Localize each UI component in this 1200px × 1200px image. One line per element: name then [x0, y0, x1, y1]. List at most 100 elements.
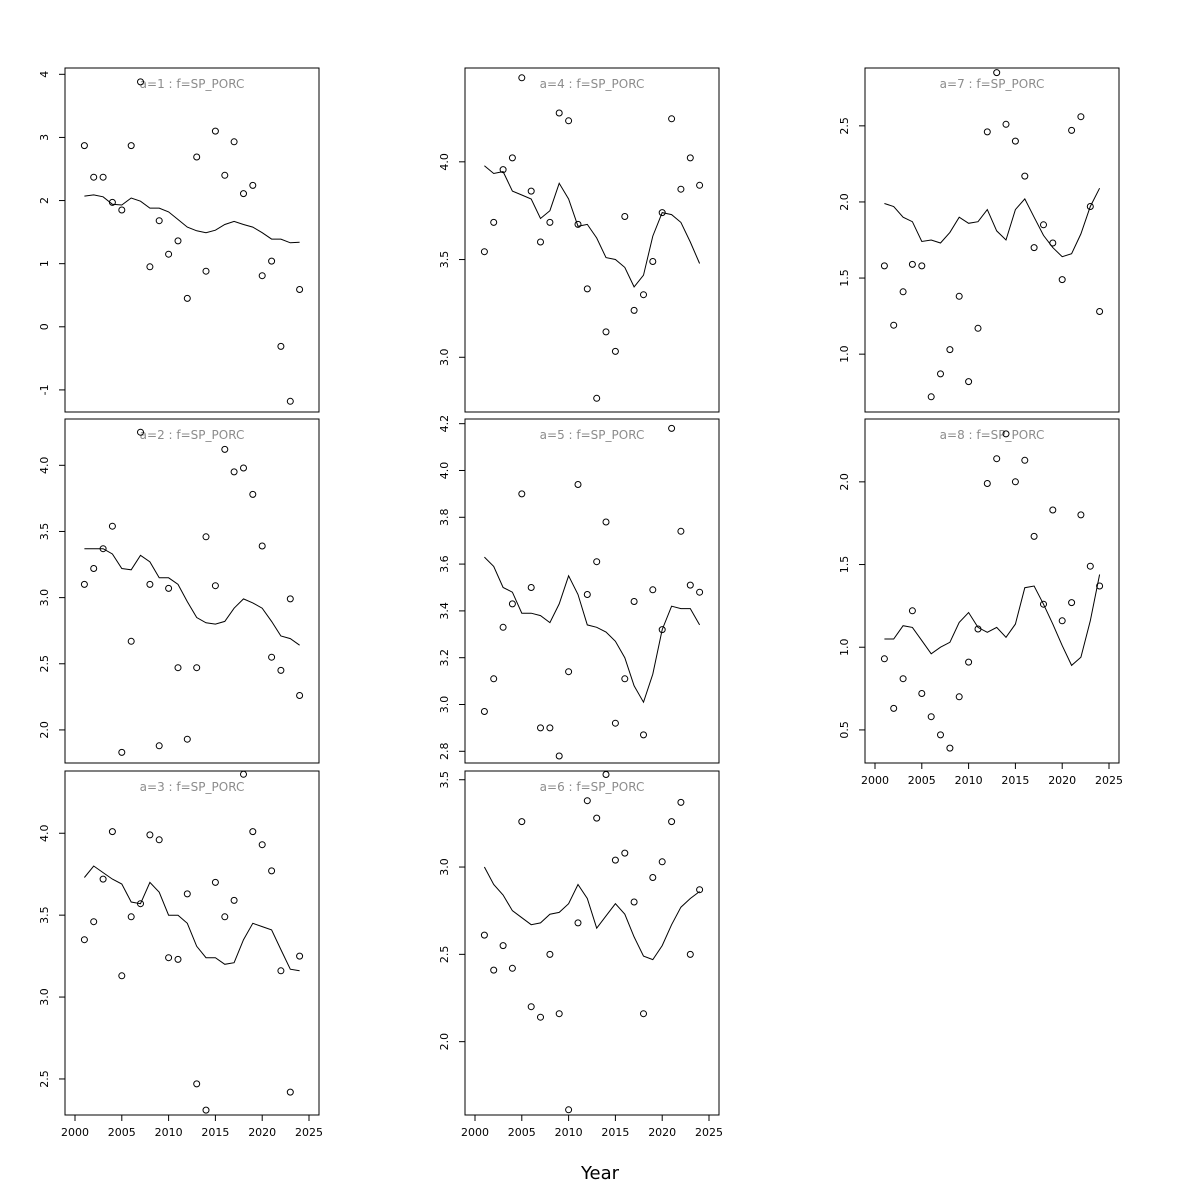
data-point — [268, 867, 276, 875]
data-point — [249, 181, 257, 189]
data-point — [1058, 617, 1066, 625]
x-tick-label: 2000 — [861, 774, 889, 787]
y-tick-label: 0.5 — [838, 721, 851, 739]
data-point — [211, 878, 219, 886]
data-point — [108, 522, 116, 530]
data-point — [90, 173, 98, 181]
data-point — [480, 248, 488, 256]
data-point — [490, 218, 498, 226]
data-point — [296, 286, 304, 293]
data-point — [193, 1080, 201, 1088]
data-point — [686, 950, 694, 958]
data-point — [1002, 430, 1010, 438]
data-point — [99, 545, 107, 553]
data-point — [258, 272, 266, 280]
data-point — [230, 138, 238, 146]
y-tick-label: 1.5 — [838, 556, 851, 574]
data-point — [268, 257, 276, 265]
y-tick-label: 2.0 — [38, 721, 51, 739]
y-tick-label: -1 — [38, 384, 51, 395]
x-tick-label: 2005 — [108, 1126, 136, 1139]
data-point — [621, 849, 629, 857]
data-point — [1002, 120, 1010, 128]
x-tick-label: 2000 — [461, 1126, 489, 1139]
data-point — [137, 428, 144, 436]
data-point — [99, 875, 107, 883]
fitted-line — [884, 187, 1101, 258]
fitted-line — [484, 556, 701, 704]
data-point — [574, 919, 582, 927]
data-point — [537, 1013, 544, 1021]
data-point — [480, 708, 488, 715]
data-point — [249, 828, 257, 836]
data-point — [937, 370, 944, 378]
data-point — [80, 936, 88, 944]
x-tick-label: 2020 — [1048, 774, 1076, 787]
data-point — [146, 580, 154, 588]
data-point — [640, 1010, 647, 1018]
y-tick-label: 3.6 — [438, 555, 451, 573]
data-point — [649, 874, 657, 881]
panel-frame — [64, 418, 320, 764]
data-point — [527, 1003, 535, 1011]
y-tick-label: 2 — [38, 197, 51, 204]
data-point — [696, 886, 704, 894]
data-point — [696, 588, 704, 596]
y-tick-label: 2.0 — [838, 473, 851, 491]
data-point — [221, 445, 229, 453]
data-point — [602, 518, 610, 526]
data-point — [174, 237, 182, 245]
y-tick-label: 3.4 — [438, 602, 451, 620]
data-point — [286, 1088, 294, 1096]
fitted-line — [483, 866, 700, 961]
data-point — [508, 154, 516, 162]
data-point — [240, 190, 247, 198]
data-point — [499, 166, 507, 174]
data-point — [137, 900, 144, 908]
data-point — [240, 770, 247, 778]
data-point — [99, 173, 107, 181]
data-point — [658, 626, 666, 634]
data-point — [593, 814, 601, 822]
data-point — [518, 490, 526, 498]
data-point — [677, 798, 685, 806]
y-tick-label: 3.0 — [38, 988, 51, 1006]
data-point — [1040, 221, 1047, 229]
x-axis-label: Year — [580, 1163, 620, 1184]
data-point — [630, 898, 638, 906]
data-point — [258, 542, 266, 550]
y-tick-label: 2.8 — [438, 743, 451, 761]
y-tick-label: 3.5 — [438, 771, 451, 789]
x-tick-label: 2015 — [601, 1126, 629, 1139]
data-point — [174, 955, 182, 963]
panel-title: a=8 : f=SP_PORC — [940, 428, 1045, 442]
panel-title: a=5 : f=SP_PORC — [540, 428, 645, 442]
panel-title: a=4 : f=SP_PORC — [540, 77, 645, 91]
data-point — [993, 455, 1001, 463]
data-point — [583, 591, 591, 598]
y-tick-label: 3.0 — [438, 696, 451, 714]
data-point — [108, 198, 116, 206]
data-point — [296, 692, 304, 699]
data-point — [649, 258, 657, 265]
data-point — [202, 1106, 210, 1114]
data-point — [268, 653, 276, 661]
data-point — [937, 731, 944, 739]
panels: a=1 : f=SP_PORC -1 0 1 2 3 4 a=2 : f=SP_PORC 2.0… — [38, 67, 1123, 1139]
data-point — [518, 74, 526, 82]
data-point — [546, 724, 554, 732]
fitted-line — [884, 574, 1101, 667]
data-point — [1021, 172, 1029, 180]
data-point — [955, 292, 963, 300]
x-tick-label: 2010 — [155, 1126, 183, 1139]
data-point — [1058, 276, 1066, 284]
panel-a8: a=8 : f=SP_PORC 0.5 1.0 1.5 2.0 2000 2005 2010 2… — [838, 418, 1123, 787]
data-point — [1068, 126, 1076, 134]
y-tick-label: 4.0 — [438, 462, 451, 480]
data-point — [565, 668, 573, 676]
data-point — [211, 582, 219, 590]
data-point — [611, 719, 619, 727]
data-point — [602, 771, 610, 778]
data-point — [137, 78, 144, 86]
data-point — [686, 581, 694, 589]
